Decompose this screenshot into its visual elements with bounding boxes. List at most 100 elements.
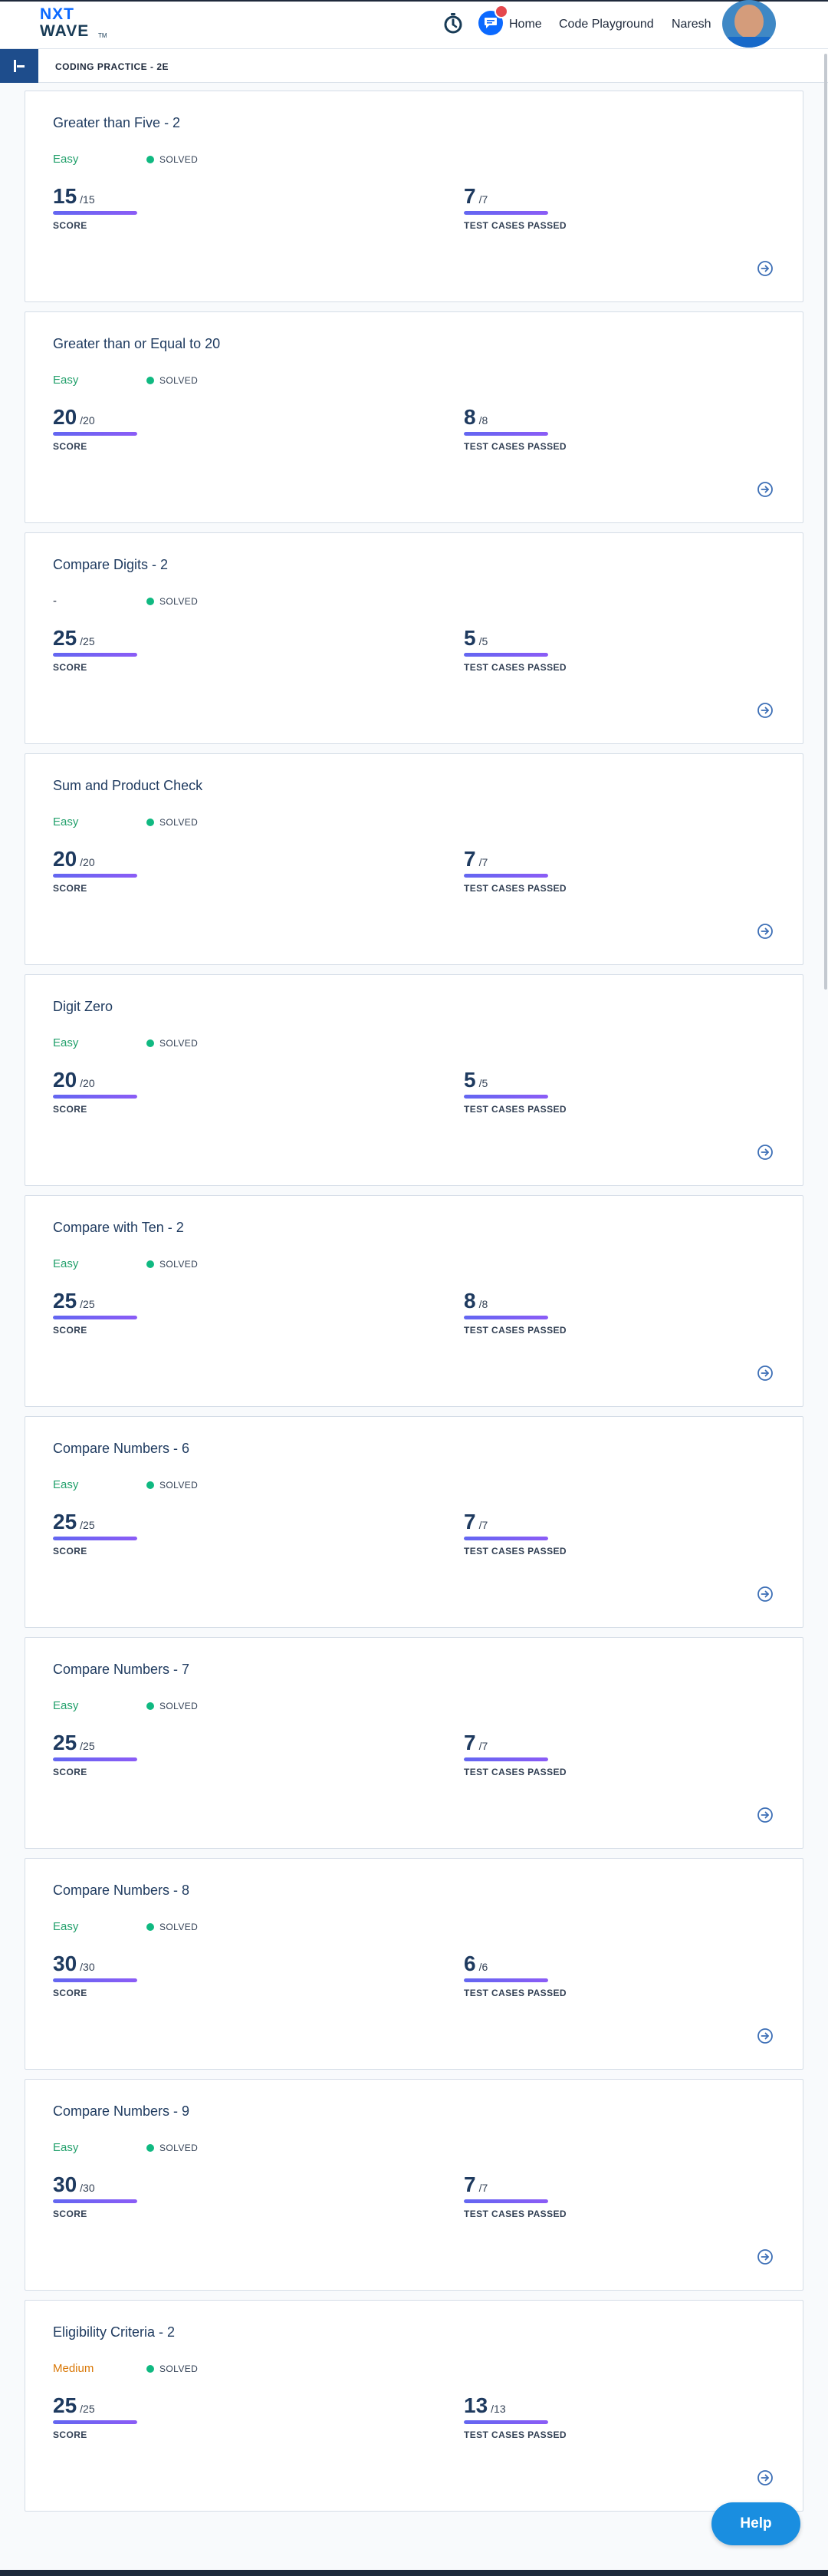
- problem-card[interactable]: Compare with Ten - 2 Easy SOLVED 25/25 S…: [25, 1195, 803, 1407]
- course-subheader: CODING PRACTICE - 2E: [0, 49, 828, 83]
- problem-title[interactable]: Compare Numbers - 7: [53, 1662, 190, 1677]
- arrow-circle-right-icon[interactable]: [757, 702, 774, 719]
- arrow-circle-right-icon[interactable]: [757, 2028, 774, 2044]
- tests-total: /7: [478, 1519, 488, 1531]
- tests-label: TEST CASES PASSED: [464, 1325, 567, 1336]
- tests-label: TEST CASES PASSED: [464, 441, 567, 452]
- arrow-circle-right-icon[interactable]: [757, 1144, 774, 1161]
- arrow-circle-right-icon[interactable]: [757, 1807, 774, 1823]
- score-label: SCORE: [53, 220, 87, 231]
- tests-label: TEST CASES PASSED: [464, 1767, 567, 1777]
- status-dot-icon: [146, 1923, 154, 1931]
- problem-card[interactable]: Greater than Five - 2 Easy SOLVED 15/15 …: [25, 91, 803, 302]
- tests-total: /7: [478, 1740, 488, 1752]
- avatar[interactable]: [722, 0, 776, 48]
- score-value: 25: [53, 1731, 77, 1754]
- problem-title[interactable]: Compare Digits - 2: [53, 557, 169, 572]
- score-progress-bar: [53, 653, 137, 657]
- score-metric: 15/15 SCORE: [53, 185, 237, 239]
- problem-card[interactable]: Compare Numbers - 6 Easy SOLVED 25/25 SC…: [25, 1416, 803, 1628]
- tests-metric: 8/8 TEST CASES PASSED: [464, 406, 648, 460]
- tests-value: 13: [464, 2393, 488, 2417]
- problem-card[interactable]: Compare Numbers - 7 Easy SOLVED 25/25 SC…: [25, 1637, 803, 1849]
- problem-title[interactable]: Compare Numbers - 6: [53, 1441, 190, 1456]
- tests-label: TEST CASES PASSED: [464, 1104, 567, 1115]
- arrow-circle-right-icon[interactable]: [757, 1365, 774, 1382]
- status-badge: SOLVED: [146, 2141, 198, 2155]
- difficulty-label: Easy: [53, 2141, 79, 2154]
- logo-line1: NXT: [40, 5, 74, 23]
- problem-card[interactable]: Eligibility Criteria - 2 Medium SOLVED 2…: [25, 2300, 803, 2512]
- tests-metric: 7/7 TEST CASES PASSED: [464, 1510, 648, 1564]
- arrow-circle-right-icon[interactable]: [757, 1586, 774, 1603]
- problem-title[interactable]: Greater than Five - 2: [53, 115, 181, 130]
- help-button[interactable]: Help: [711, 2502, 800, 2545]
- score-total: /20: [80, 414, 95, 427]
- nav-user-name[interactable]: Naresh: [672, 18, 711, 31]
- scrollbar[interactable]: [824, 54, 827, 990]
- arrow-circle-right-icon[interactable]: [757, 2469, 774, 2486]
- tests-progress-fill: [464, 653, 548, 657]
- score-value: 25: [53, 1289, 77, 1313]
- status-badge: SOLVED: [146, 815, 198, 829]
- nav-home-link[interactable]: Home: [509, 18, 542, 31]
- status-badge: SOLVED: [146, 374, 198, 387]
- tests-progress-bar: [464, 1316, 548, 1319]
- problem-title[interactable]: Eligibility Criteria - 2: [53, 2324, 176, 2340]
- nav-code-playground-link[interactable]: Code Playground: [559, 18, 654, 31]
- arrow-circle-right-icon[interactable]: [757, 260, 774, 277]
- problem-title[interactable]: Compare Numbers - 8: [53, 1883, 190, 1898]
- timer-icon[interactable]: [443, 12, 463, 34]
- sidebar-toggle-icon: [14, 60, 16, 72]
- tests-total: /6: [478, 1961, 488, 1973]
- score-progress-fill: [53, 1095, 137, 1099]
- problem-title[interactable]: Greater than or Equal to 20: [53, 336, 221, 351]
- problem-card[interactable]: Compare Numbers - 8 Easy SOLVED 30/30 SC…: [25, 1858, 803, 2070]
- status-dot-icon: [146, 156, 154, 163]
- problem-card[interactable]: Compare Numbers - 9 Easy SOLVED 30/30 SC…: [25, 2079, 803, 2291]
- tests-label: TEST CASES PASSED: [464, 2209, 567, 2219]
- problem-title[interactable]: Sum and Product Check: [53, 778, 203, 793]
- problem-title[interactable]: Compare with Ten - 2: [53, 1220, 184, 1235]
- sidebar-toggle-button[interactable]: [0, 49, 38, 83]
- tests-label: TEST CASES PASSED: [464, 1546, 567, 1556]
- score-label: SCORE: [53, 1104, 87, 1115]
- status-badge: SOLVED: [146, 595, 198, 608]
- problem-card[interactable]: Sum and Product Check Easy SOLVED 20/20 …: [25, 753, 803, 965]
- score-progress-fill: [53, 432, 137, 436]
- problem-title[interactable]: Digit Zero: [53, 999, 113, 1014]
- difficulty-label: Easy: [53, 1920, 79, 1933]
- status-text: SOLVED: [159, 1259, 199, 1270]
- arrow-circle-right-icon[interactable]: [757, 2248, 774, 2265]
- tests-value: 7: [464, 2172, 476, 2196]
- status-badge: SOLVED: [146, 153, 198, 166]
- difficulty-label: Easy: [53, 1257, 79, 1270]
- score-progress-bar: [53, 211, 137, 215]
- score-progress-bar: [53, 1537, 137, 1540]
- score-progress-bar: [53, 1316, 137, 1319]
- difficulty-label: Easy: [53, 815, 79, 828]
- problem-card[interactable]: Compare Digits - 2 - SOLVED 25/25 SCORE …: [25, 532, 803, 744]
- problem-title[interactable]: Compare Numbers - 9: [53, 2103, 190, 2119]
- tests-progress-bar: [464, 432, 548, 436]
- nxtwave-logo[interactable]: NXT WAVE TM: [40, 6, 109, 43]
- score-value: 25: [53, 2393, 77, 2417]
- score-total: /15: [80, 193, 95, 206]
- arrow-circle-right-icon[interactable]: [757, 481, 774, 498]
- tests-total: /7: [478, 856, 488, 868]
- top-navbar: NXT WAVE TM Home Code Playground Naresh: [0, 0, 828, 49]
- score-label: SCORE: [53, 1325, 87, 1336]
- arrow-circle-right-icon[interactable]: [757, 923, 774, 940]
- difficulty-label: Easy: [53, 1699, 79, 1712]
- chat-icon[interactable]: [478, 11, 503, 35]
- problem-card[interactable]: Greater than or Equal to 20 Easy SOLVED …: [25, 311, 803, 523]
- tests-progress-bar: [464, 211, 548, 215]
- status-dot-icon: [146, 2144, 154, 2152]
- problem-card[interactable]: Digit Zero Easy SOLVED 20/20 SCORE 5/5 T…: [25, 974, 803, 1186]
- tests-progress-fill: [464, 2420, 548, 2424]
- tests-label: TEST CASES PASSED: [464, 2429, 567, 2440]
- score-progress-fill: [53, 653, 137, 657]
- score-label: SCORE: [53, 2209, 87, 2219]
- status-dot-icon: [146, 1481, 154, 1489]
- tests-metric: 7/7 TEST CASES PASSED: [464, 848, 648, 901]
